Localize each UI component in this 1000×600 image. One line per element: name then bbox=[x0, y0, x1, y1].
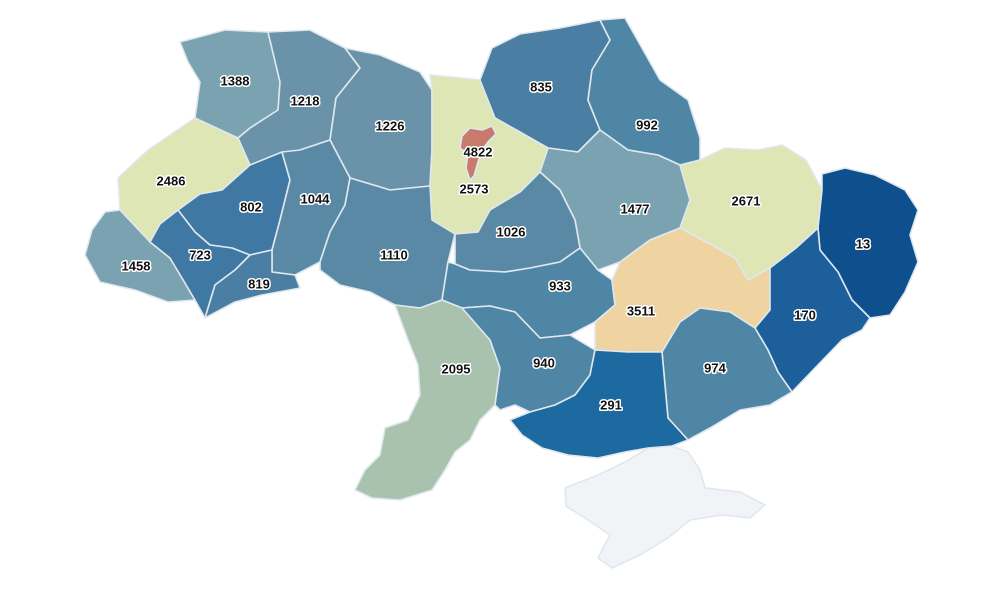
region-kyiv-city[interactable] bbox=[459, 125, 497, 181]
region-label-kirovohrad: 933 bbox=[549, 278, 571, 293]
region-label-ivano-frankivsk: 723 bbox=[189, 247, 211, 262]
region-label-dnipropetrovsk: 3511 bbox=[627, 303, 655, 318]
region-label-luhansk: 13 bbox=[856, 236, 870, 251]
region-label-mykolaiv: 940 bbox=[533, 355, 555, 370]
region-label-kherson: 291 bbox=[600, 397, 622, 412]
region-chernivtsi[interactable] bbox=[204, 249, 301, 319]
region-label-kharkiv: 2671 bbox=[732, 193, 761, 208]
region-label-cherkasy: 1026 bbox=[497, 224, 526, 239]
region-label-lviv: 802 bbox=[240, 199, 262, 214]
region-label-khmelnytskyi: 1044 bbox=[301, 191, 331, 206]
region-label-zhytomyr: 1218 bbox=[291, 93, 320, 108]
region-label-chernivtsi: 819 bbox=[248, 276, 270, 291]
region-label-sumy: 992 bbox=[636, 117, 658, 132]
region-kherson[interactable] bbox=[509, 349, 689, 459]
region-label-zaporizhzhia: 974 bbox=[704, 360, 726, 375]
region-label-rivne: 1388 bbox=[221, 73, 250, 88]
region-label-zakarpattia: 1458 bbox=[122, 258, 151, 273]
region-odesa[interactable] bbox=[354, 299, 501, 501]
region-label-donetsk: 170 bbox=[794, 307, 816, 322]
region-label-kyiv-oblast-north: 1226 bbox=[376, 118, 405, 133]
region-label-kyiv-city: 4822 bbox=[464, 144, 493, 159]
region-label-odesa: 2095 bbox=[442, 361, 471, 376]
region-crimea[interactable] bbox=[564, 445, 766, 569]
region-label-poltava: 1477 bbox=[621, 201, 650, 216]
region-label-vinnytsia: 1110 bbox=[380, 247, 408, 262]
region-label-volyn: 2486 bbox=[157, 173, 186, 188]
region-label-chernihiv: 835 bbox=[530, 79, 552, 94]
region-label-kyiv-oblast: 2573 bbox=[460, 181, 489, 196]
region-zakarpattia[interactable] bbox=[84, 209, 196, 303]
